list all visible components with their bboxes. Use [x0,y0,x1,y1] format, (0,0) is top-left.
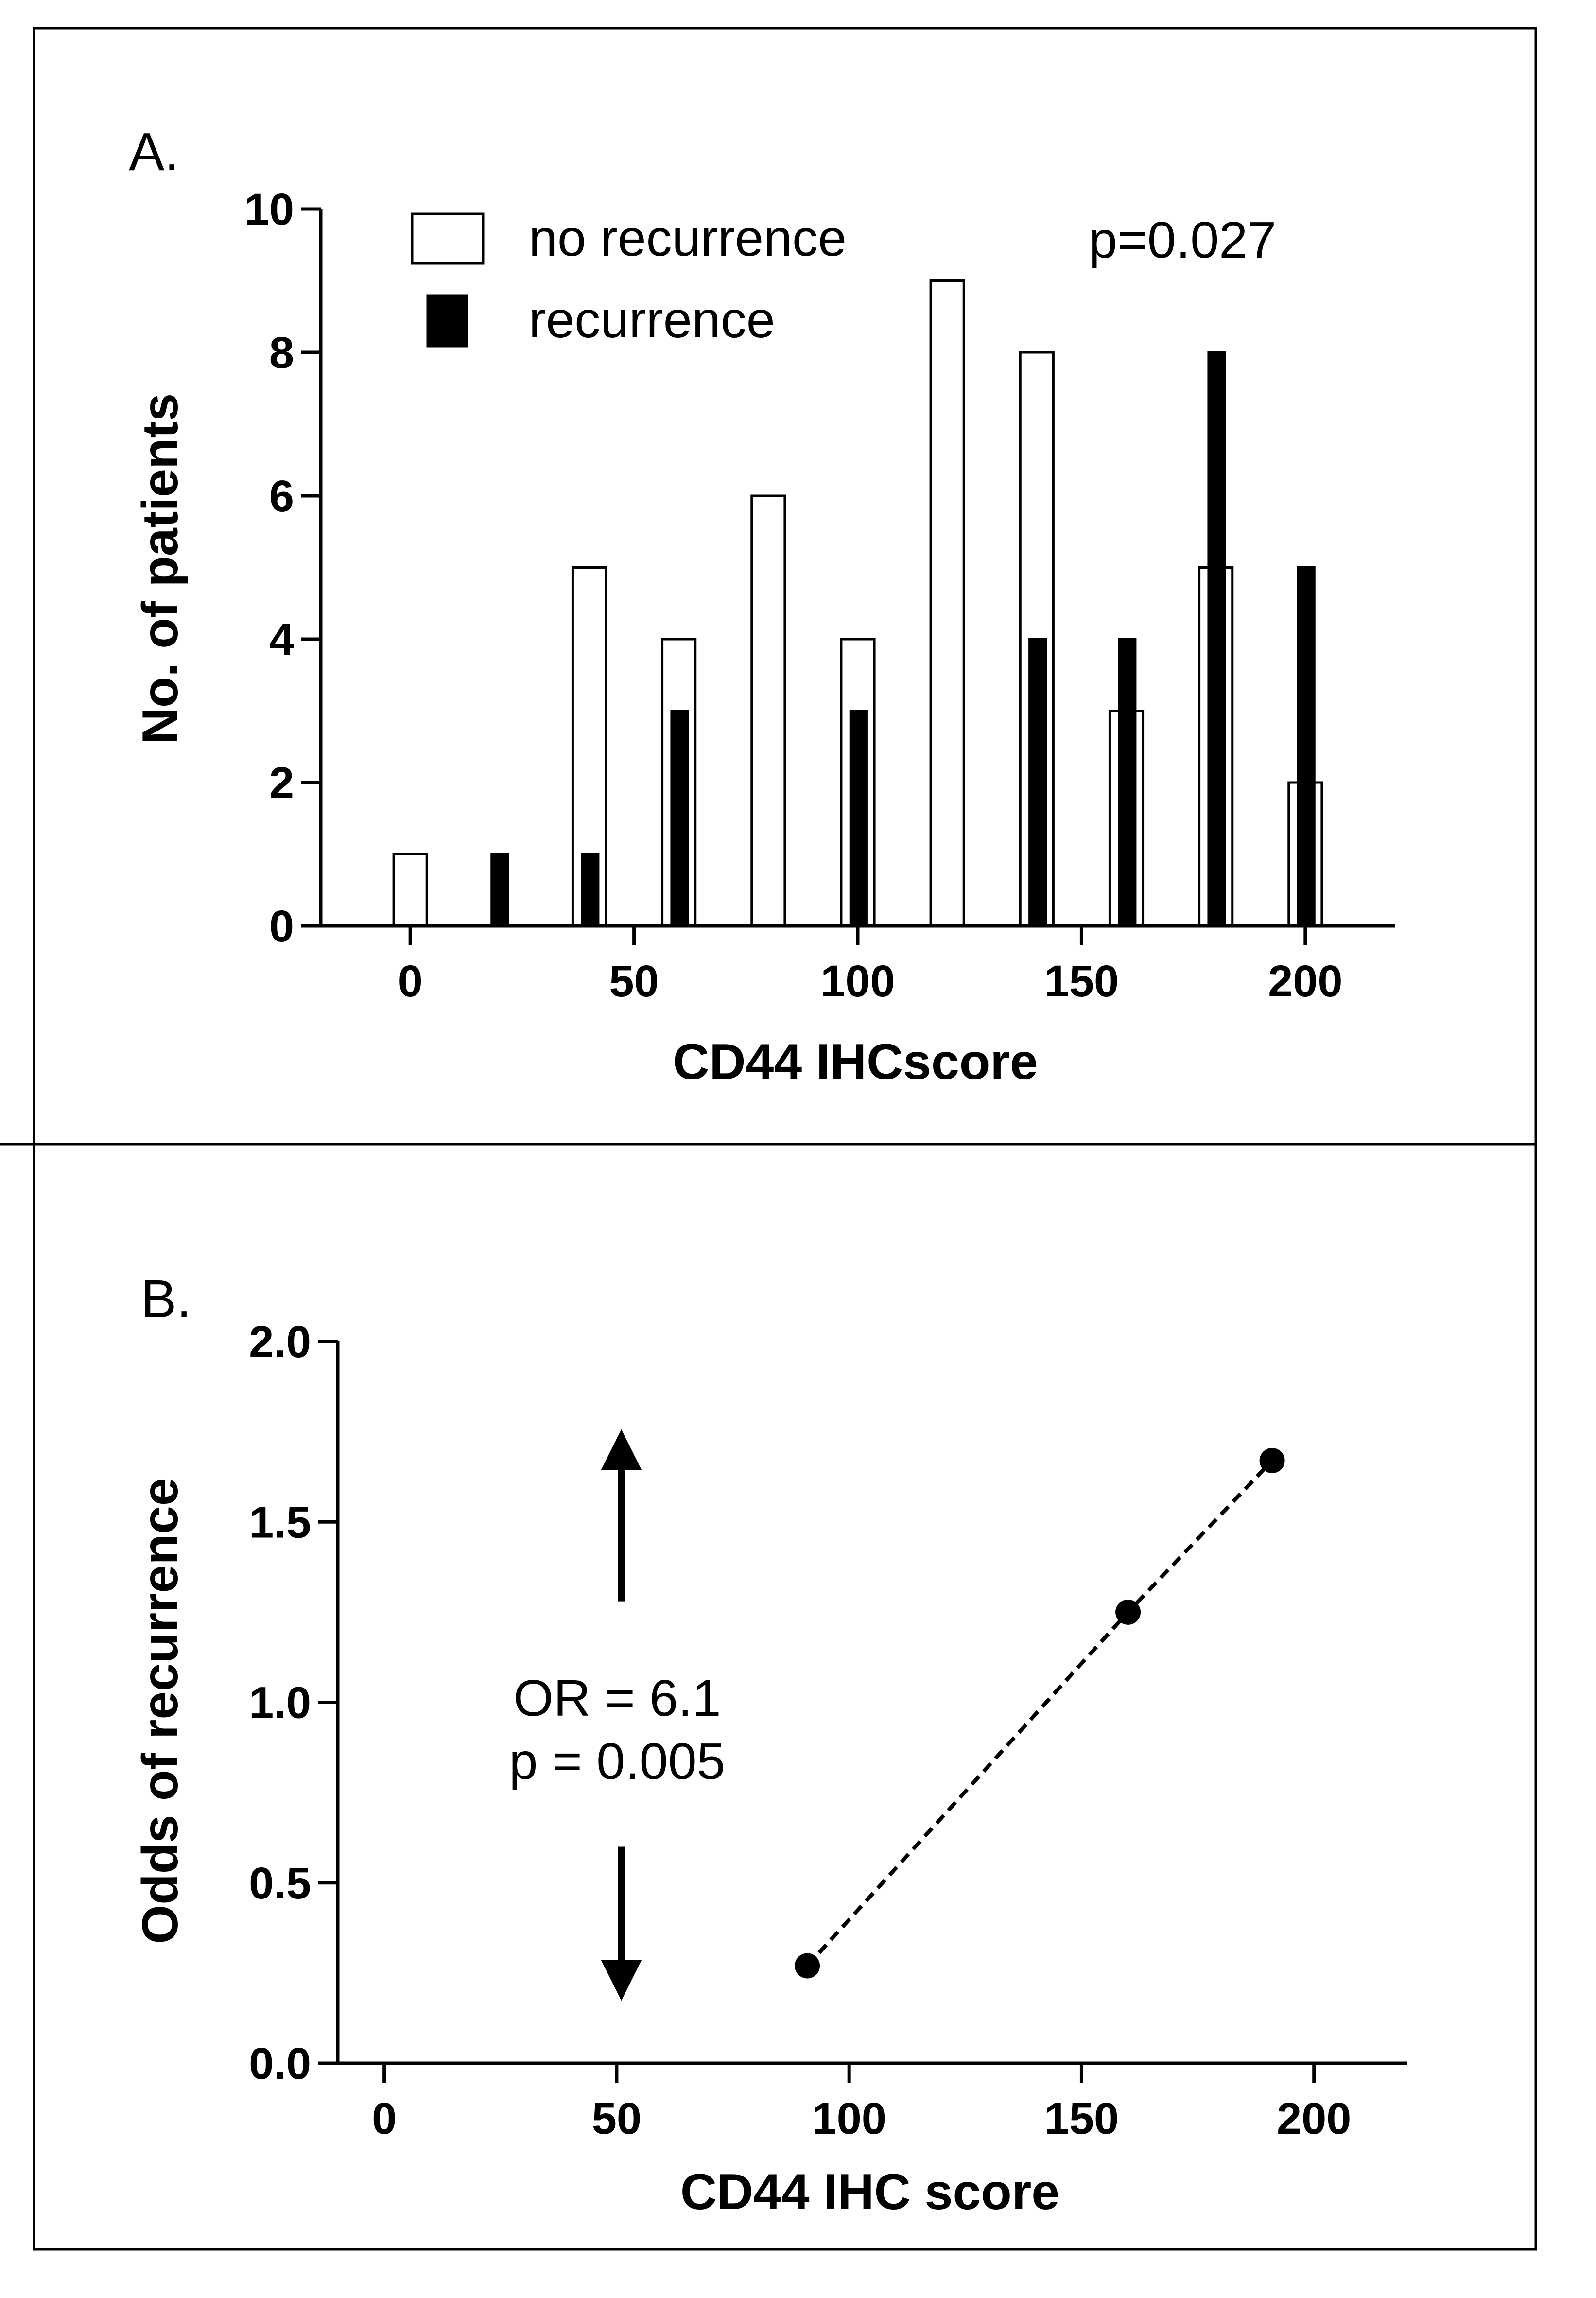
legend-label-recurrence: recurrence [529,291,775,348]
y-tick-label: 2 [269,758,294,808]
y-tick-label: 1.0 [249,1678,311,1728]
y-tick-label: 0 [269,902,294,951]
panel-b-points [795,1448,1285,1979]
panel-b-axes [318,1340,1407,2083]
panel-b-y-axis-title: Odds of recurrence [132,1478,189,1944]
panel-a-legend: no recurrence recurrence [411,209,847,348]
panel-b-x-axis-title: CD44 IHC score [680,2164,1059,2220]
x-tick-label: 0 [372,2094,397,2143]
x-tick-label: 150 [1044,957,1119,1006]
panel-b-odds-ratio: OR = 6.1 [513,1670,721,1727]
x-tick-label: 200 [1277,2094,1352,2143]
figure-frame [33,27,1537,2251]
x-tick-label: 100 [820,957,895,1006]
panel-a-y-axis-title: No. of patients [132,393,189,744]
y-tick-label: 2.0 [249,1317,311,1367]
bar-recurrence [849,710,868,927]
bar-recurrence [670,710,689,927]
panel-a-p-value: p=0.027 [1089,211,1276,269]
data-point [1115,1599,1141,1625]
panel-a-letter: A. [129,122,179,182]
y-tick-label: 6 [269,471,294,521]
bar-recurrence [1028,638,1047,927]
y-tick-label: 8 [269,328,294,378]
x-tick-label: 200 [1268,957,1343,1006]
bar-recurrence [1297,566,1316,927]
bar-no-recurrence [929,279,965,927]
trendline-dashed [806,1459,1274,1967]
x-tick-label: 50 [592,2094,642,2143]
bar-no-recurrence [392,853,428,927]
data-point [795,1953,820,1979]
bar-no-recurrence [750,494,786,927]
panel-a-bars [392,279,1323,927]
x-tick-label: 150 [1044,2094,1119,2143]
bar-recurrence [490,853,509,927]
y-tick-label: 0.5 [249,1859,311,1908]
data-point [1259,1448,1285,1474]
y-tick-label: 4 [269,615,294,664]
legend-swatch-recurrence [426,294,468,348]
bar-recurrence [1207,351,1226,927]
bar-recurrence [581,853,600,927]
panel-b-letter: B. [141,1269,191,1329]
legend-swatch-no-recurrence [411,212,485,265]
panel-b-tick-labels: 0.0 0.5 1.0 1.5 2.0 0 50 100 150 200 [249,1317,1351,2143]
x-tick-label: 50 [609,957,659,1006]
y-tick-label: 0.0 [249,2039,311,2089]
bar-recurrence [1118,638,1137,927]
panel-a-x-axis-title: CD44 IHCscore [673,1034,1038,1090]
panel-b-trendline [806,1459,1274,1967]
panel-b-odds: B. 0.00.51.01.52.00 50 100 150 200 OR = 6.1 … [132,1269,1407,2220]
panel-b-p-value: p = 0.005 [509,1733,725,1790]
y-tick-label: 1.5 [249,1497,311,1547]
x-tick-label: 0 [398,957,423,1006]
legend-label-no-recurrence: no recurrence [529,209,847,267]
x-tick-label: 100 [812,2094,886,2143]
y-tick-label: 10 [244,185,294,234]
panel-a-axes [301,207,1395,945]
